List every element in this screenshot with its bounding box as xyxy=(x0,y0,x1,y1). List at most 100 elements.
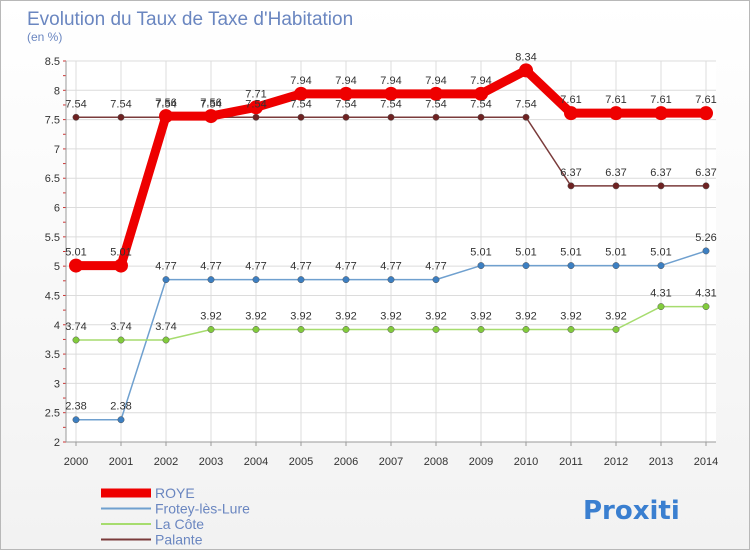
x-tick-label: 2012 xyxy=(604,456,628,468)
data-point xyxy=(474,86,488,101)
data-label: 7.54 xyxy=(380,98,401,110)
y-tick-label: 2 xyxy=(54,437,60,449)
y-tick-label: 3 xyxy=(54,378,60,390)
data-label: 4.31 xyxy=(650,288,671,300)
data-label: 8.34 xyxy=(515,51,536,63)
data-label: 3.74 xyxy=(110,321,131,333)
axes: 2 2.5 3 3.5 4 4.5 5 5.5 6 6.5 7 7.5 8 8.5 2000 2001 2002… xyxy=(45,56,719,468)
data-label: 3.74 xyxy=(155,321,176,333)
data-point xyxy=(207,326,215,333)
data-label: 4.77 xyxy=(200,261,221,273)
data-label: 7.94 xyxy=(290,75,311,87)
data-point xyxy=(477,262,485,270)
data-label: 3.92 xyxy=(425,310,446,322)
data-point xyxy=(432,326,440,333)
data-label: 3.74 xyxy=(65,321,86,333)
data-label: 4.77 xyxy=(380,261,401,273)
data-label: 3.92 xyxy=(515,310,536,322)
x-tick-label: 2009 xyxy=(469,456,493,468)
data-point xyxy=(204,109,218,124)
data-label: 5.01 xyxy=(605,247,626,259)
data-point xyxy=(477,113,485,121)
data-point xyxy=(702,182,710,190)
data-label: 7.54 xyxy=(425,98,446,110)
data-label: 7.54 xyxy=(290,98,311,110)
data-label: 7.94 xyxy=(380,75,401,87)
data-point xyxy=(702,247,710,255)
data-point xyxy=(612,262,620,270)
data-point xyxy=(117,113,125,121)
legend-label: ROYE xyxy=(155,485,195,501)
data-point xyxy=(654,106,668,121)
x-tick-label: 2001 xyxy=(109,456,133,468)
y-tick-label: 6 xyxy=(54,203,60,215)
data-label: 7.94 xyxy=(470,75,491,87)
data-label: 4.31 xyxy=(695,288,716,300)
data-label: 3.92 xyxy=(335,310,356,322)
data-point xyxy=(567,262,575,270)
data-point xyxy=(384,86,398,101)
data-label: 4.77 xyxy=(335,261,356,273)
data-label: 5.01 xyxy=(650,247,671,259)
y-tick-label: 4 xyxy=(54,320,60,332)
data-point xyxy=(249,100,263,115)
data-point xyxy=(294,86,308,101)
data-point xyxy=(567,182,575,190)
data-point xyxy=(114,258,128,273)
data-label: 7.54 xyxy=(110,98,131,110)
x-tick-label: 2010 xyxy=(514,456,538,468)
data-label: 7.61 xyxy=(605,94,626,106)
data-point xyxy=(432,276,440,284)
data-label: 7.54 xyxy=(65,98,86,110)
data-point xyxy=(159,109,173,124)
data-label: 4.77 xyxy=(245,261,266,273)
grid xyxy=(66,60,716,443)
x-tick-label: 2014 xyxy=(694,456,718,468)
data-label: 7.54 xyxy=(515,98,536,110)
data-point xyxy=(522,326,530,333)
data-point xyxy=(432,113,440,121)
data-point xyxy=(657,182,665,190)
y-tick-label: 3.5 xyxy=(45,349,60,361)
data-point xyxy=(207,276,215,284)
data-point xyxy=(72,113,80,121)
data-label: 2.38 xyxy=(110,401,131,413)
data-label: 7.54 xyxy=(245,98,266,110)
data-point xyxy=(387,326,395,333)
data-point xyxy=(429,86,443,101)
data-label: 7.54 xyxy=(200,98,221,110)
data-point xyxy=(564,106,578,121)
data-label: 7.54 xyxy=(335,98,356,110)
x-tick-label: 2005 xyxy=(289,456,313,468)
data-label: 4.77 xyxy=(425,261,446,273)
y-tick-label: 7.5 xyxy=(45,115,60,127)
data-label: 7.94 xyxy=(335,75,356,87)
data-label: 5.01 xyxy=(65,247,86,259)
chart-subtitle: (en %) xyxy=(27,30,62,44)
y-tick-label: 7 xyxy=(54,144,60,156)
data-label: 7.61 xyxy=(650,94,671,106)
y-tick-label: 5 xyxy=(54,261,60,273)
y-tick-label: 8.5 xyxy=(45,56,60,68)
data-label: 5.26 xyxy=(695,232,716,244)
data-point xyxy=(297,326,305,333)
data-label: 6.37 xyxy=(605,167,626,179)
data-point xyxy=(342,326,350,333)
proxiti-logo: Proxiti xyxy=(583,496,680,526)
data-point xyxy=(477,326,485,333)
data-label: 4.77 xyxy=(155,261,176,273)
x-tick-label: 2003 xyxy=(199,456,223,468)
data-label: 7.54 xyxy=(155,98,176,110)
data-point xyxy=(567,326,575,333)
x-tick-label: 2002 xyxy=(154,456,178,468)
data-point xyxy=(117,416,125,424)
data-point xyxy=(252,113,260,121)
data-point xyxy=(702,303,710,311)
data-point xyxy=(342,113,350,121)
data-label: 3.92 xyxy=(200,310,221,322)
data-label: 6.37 xyxy=(695,167,716,179)
data-label: 4.77 xyxy=(290,261,311,273)
data-label: 7.61 xyxy=(560,94,581,106)
data-label: 5.01 xyxy=(515,247,536,259)
